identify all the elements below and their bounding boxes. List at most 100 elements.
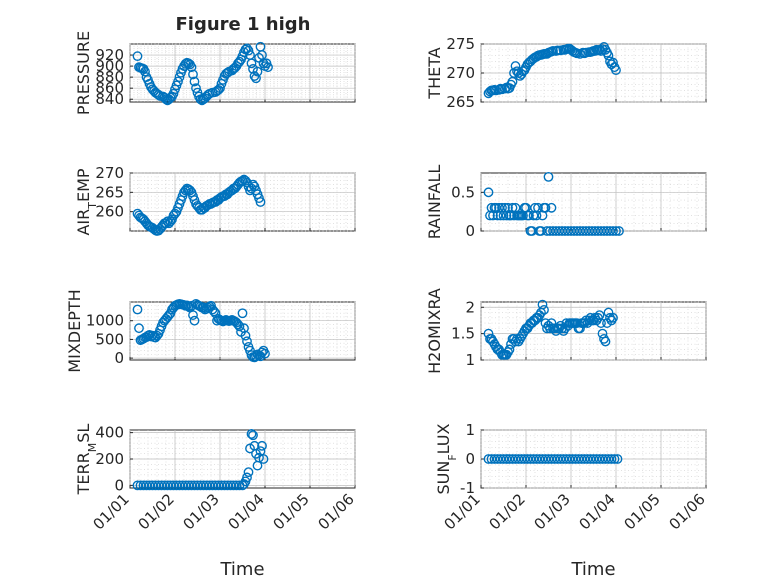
data-point (188, 69, 198, 80)
data-point (231, 480, 242, 491)
y-tick-label: 270 (446, 64, 475, 82)
x-tick-label: 01/05 (270, 490, 313, 533)
data-point (504, 344, 515, 355)
y-tick-label: 860 (95, 79, 124, 97)
data-point (483, 187, 494, 198)
x-tick-label: 01/04 (225, 490, 268, 533)
data-point (188, 310, 198, 320)
data-point (572, 318, 582, 328)
y-tick-label: 265 (95, 183, 124, 201)
axes-sun_flux: 01/01 01/02 01/03 01/04 01/05 01/06-101SUNFLU… (434, 421, 709, 580)
data-point (168, 88, 179, 99)
y-tick-label: 880 (95, 68, 124, 86)
data-point (132, 304, 143, 315)
data-point (608, 312, 618, 323)
x-tick-label: 01/03 (531, 490, 574, 533)
data-point (132, 51, 143, 62)
data-point (540, 202, 551, 213)
data-point (537, 299, 548, 310)
data-point (161, 94, 171, 105)
data-point (159, 92, 170, 103)
data-point (251, 73, 261, 84)
y-tick-label: 265 (446, 93, 475, 111)
x-tick-label: 01/02 (135, 490, 178, 533)
y-tick-label: 0 (465, 222, 475, 240)
axes-terr_msl: 01/01 01/02 01/03 01/04 01/05 01/06 0 200 400TER… (74, 424, 358, 580)
y-tick-label: 0 (114, 476, 124, 494)
data-point (246, 429, 257, 439)
data-point (552, 45, 563, 56)
plot-area (480, 301, 707, 361)
data-point (209, 306, 219, 317)
data-point (243, 45, 254, 56)
data-point (614, 226, 624, 236)
data-point (543, 171, 554, 182)
data-point (524, 210, 534, 221)
data-point (234, 321, 245, 332)
data-point (212, 86, 222, 96)
data-point (239, 174, 249, 185)
data-point (611, 65, 621, 76)
y-tick-label: 920 (95, 46, 124, 64)
x-tick-label: 01/05 (621, 490, 664, 533)
data-point (263, 62, 273, 73)
y-tick-label: 500 (95, 330, 124, 348)
data-point (173, 76, 183, 87)
y-tick-label: 1000 (86, 312, 124, 330)
data-point (237, 308, 248, 319)
y-tick-label: 2 (465, 298, 475, 316)
data-point (165, 216, 176, 227)
y-tick-label: 0 (114, 349, 124, 367)
ylabel-0: PRESSURE (74, 31, 93, 115)
data-point (546, 318, 557, 328)
y-tick-label: -1 (460, 479, 475, 497)
x-tick-label: 01/03 (180, 490, 223, 533)
ylabel-7: SUNFLUX (434, 423, 459, 494)
ylabel-6: TERRMSL (74, 424, 99, 496)
x-tick-label: 01/04 (576, 490, 619, 533)
x-tick-label: 01/06 (315, 490, 358, 533)
data-point (215, 83, 225, 94)
data-point (258, 454, 269, 464)
data-point (183, 184, 194, 195)
x-tick-label: 01/01 (90, 490, 133, 533)
data-point (237, 175, 248, 186)
data-point (603, 50, 614, 61)
data-point (243, 467, 254, 478)
data-point (162, 216, 173, 227)
x-tick-label: 01/02 (486, 490, 529, 533)
plot-area (480, 172, 707, 232)
data-point (186, 62, 197, 73)
ylabel-4: MIXDEPTH (65, 289, 84, 372)
data-point (539, 305, 549, 315)
data-point (249, 352, 260, 363)
data-point (153, 89, 164, 100)
y-tick-label: 400 (95, 424, 124, 442)
y-tick-label: 260 (95, 203, 124, 221)
data-point (252, 66, 263, 77)
y-tick-label: 900 (95, 57, 124, 75)
data-point (210, 308, 221, 319)
data-point (548, 46, 558, 56)
y-tick-label: 840 (95, 90, 124, 108)
data-point (533, 202, 543, 213)
data-point (609, 454, 620, 464)
axes-h2omixra: 1 1.5 2 H2OMIXRA (425, 288, 707, 374)
figure-title: Figure 1 high (176, 14, 311, 35)
data-point (546, 202, 557, 213)
data-point (152, 330, 162, 341)
y-tick-label: 1 (465, 421, 475, 439)
data-point (257, 440, 267, 451)
xlabel-sun_flux: Time (570, 559, 615, 580)
data-point (164, 310, 174, 320)
xlabel-terr_msl: Time (219, 559, 264, 580)
data-point (234, 56, 245, 67)
y-tick-label: 0 (465, 450, 475, 468)
data-point (611, 226, 621, 236)
data-point (239, 323, 249, 334)
